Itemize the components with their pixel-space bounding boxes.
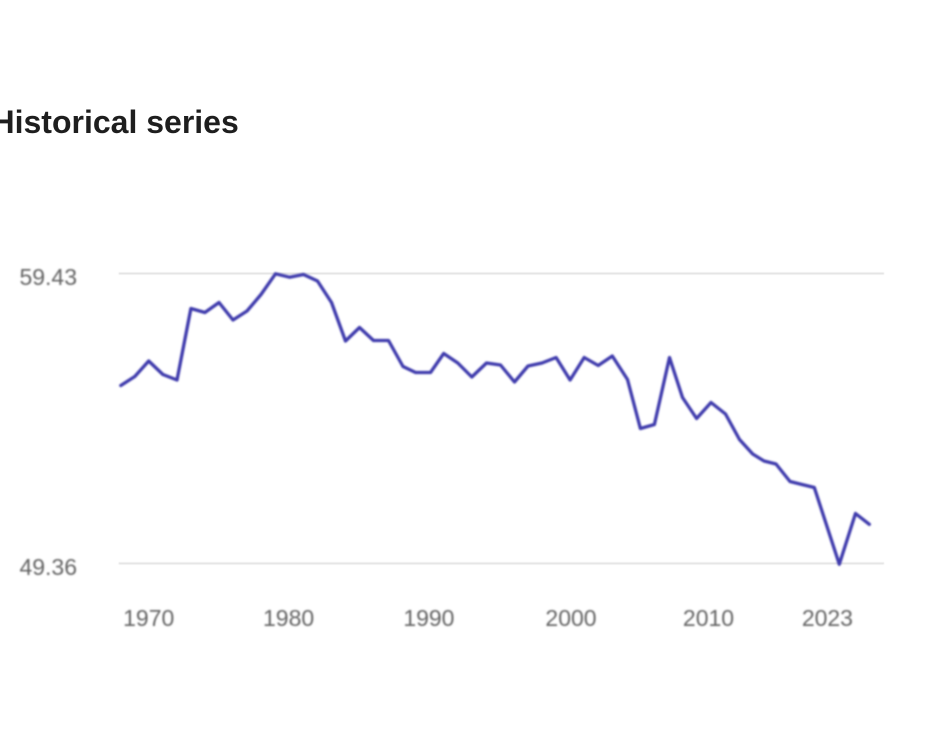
svg-text:1970: 1970	[123, 605, 174, 631]
svg-text:2010: 2010	[683, 605, 734, 631]
svg-text:49.36: 49.36	[19, 554, 77, 580]
svg-text:59.43: 59.43	[19, 264, 77, 290]
svg-text:1980: 1980	[263, 605, 314, 631]
svg-text:2023: 2023	[802, 605, 853, 631]
svg-text:1990: 1990	[403, 605, 454, 631]
svg-text:2000: 2000	[545, 605, 596, 631]
